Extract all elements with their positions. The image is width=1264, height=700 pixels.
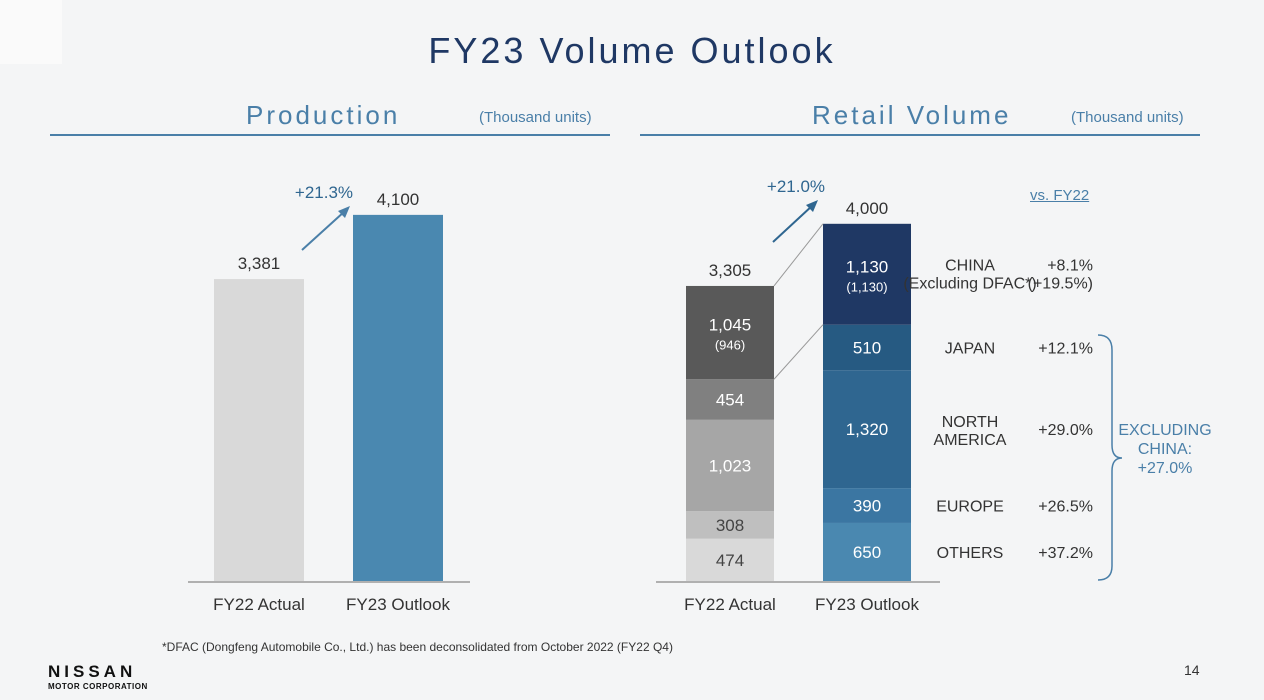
retail-segment-label: 1,023 — [709, 456, 752, 475]
retail-segment-label: 308 — [716, 516, 744, 535]
china-connector-bottom — [773, 324, 824, 380]
nissan-logo-sub: MOTOR CORPORATION — [48, 682, 148, 691]
production-growth-arrow — [301, 210, 346, 251]
region-label: CHINA — [945, 257, 995, 274]
retail-segment-label: 650 — [853, 543, 881, 562]
retail-segment-label: 474 — [716, 551, 744, 570]
retail-segment-label: 390 — [853, 497, 881, 516]
retail-arrow-head — [806, 200, 818, 212]
nissan-logo: NISSAN — [48, 662, 137, 681]
retail-heading: Retail Volume — [812, 100, 1012, 130]
production-heading: Production — [246, 100, 401, 130]
retail-segment-europe — [823, 488, 911, 523]
retail-growth-label: +21.0% — [767, 177, 825, 196]
retail-segment-label: 1,320 — [846, 420, 889, 439]
retail-segment-north-america — [686, 419, 774, 512]
retail-segment-china — [686, 285, 774, 380]
region-label: NORTH — [942, 414, 999, 431]
region-label: EUROPE — [936, 499, 1004, 516]
region-growth: +8.1% — [1047, 257, 1093, 274]
production-value-label: 4,100 — [377, 190, 420, 209]
retail-segment-north-america — [823, 370, 911, 489]
retail-category-label: FY23 Outlook — [815, 595, 919, 614]
retail-segment-label: 1,045 — [709, 316, 752, 335]
retail-segment-label: 510 — [853, 338, 881, 357]
production-bar-1 — [353, 214, 443, 581]
region-growth: +29.0% — [1038, 422, 1093, 439]
region-growth: +26.5% — [1038, 499, 1093, 516]
production-growth-label: +21.3% — [295, 183, 353, 202]
china-connector-top — [773, 223, 824, 287]
retail-total-label: 3,305 — [709, 261, 752, 280]
retail-segment-china — [823, 223, 911, 325]
production-arrow-head — [338, 206, 350, 218]
production-category-label: FY22 Actual — [213, 595, 305, 614]
region-growth: +37.2% — [1038, 545, 1093, 562]
page-number: 14 — [1184, 662, 1200, 678]
excl-line-2: CHINA: — [1137, 441, 1193, 458]
footnote: *DFAC (Dongfeng Automobile Co., Ltd.) ha… — [162, 640, 673, 654]
retail-segment-japan — [686, 379, 774, 420]
retail-segment-europe — [686, 511, 774, 539]
excl-line-1: EXCLUDING — [1118, 422, 1212, 439]
excluding-china-brace — [1097, 334, 1123, 581]
region-sub-growth: (+19.5%) — [1028, 275, 1093, 292]
corner-tile — [0, 0, 62, 64]
vs-fy22-label: vs. FY22 — [1030, 187, 1090, 204]
production-unit: (Thousand units) — [479, 109, 592, 126]
region-label: OTHERS — [937, 545, 1004, 562]
retail-segment-others — [823, 522, 911, 581]
retail-category-label: FY22 Actual — [684, 595, 776, 614]
production-rule — [50, 134, 610, 136]
retail-growth-arrow — [772, 204, 814, 243]
retail-rule — [640, 134, 1200, 136]
production-category-label: FY23 Outlook — [346, 595, 450, 614]
retail-segment-sublabel: (946) — [715, 338, 745, 353]
retail-segment-sublabel: (1,130) — [846, 279, 887, 294]
retail-total-label: 4,000 — [846, 199, 889, 218]
excluding-china-label: EXCLUDING CHINA: +27.0% — [1112, 421, 1218, 478]
region-label: JAPAN — [945, 340, 995, 357]
region-sublabel: (Excluding DFAC*) — [903, 275, 1036, 292]
region-growth: +12.1% — [1038, 340, 1093, 357]
excl-line-3: +27.0% — [1137, 460, 1193, 477]
retail-segment-label: 1,130 — [846, 257, 889, 276]
retail-segment-label: 454 — [716, 391, 744, 410]
retail-unit: (Thousand units) — [1071, 109, 1184, 126]
region-label: AMERICA — [934, 432, 1007, 449]
retail-segment-japan — [823, 324, 911, 371]
page-title: FY23 Volume Outlook — [428, 30, 836, 71]
production-value-label: 3,381 — [238, 254, 281, 273]
production-bar-0 — [214, 279, 304, 581]
retail-segment-others — [686, 538, 774, 581]
